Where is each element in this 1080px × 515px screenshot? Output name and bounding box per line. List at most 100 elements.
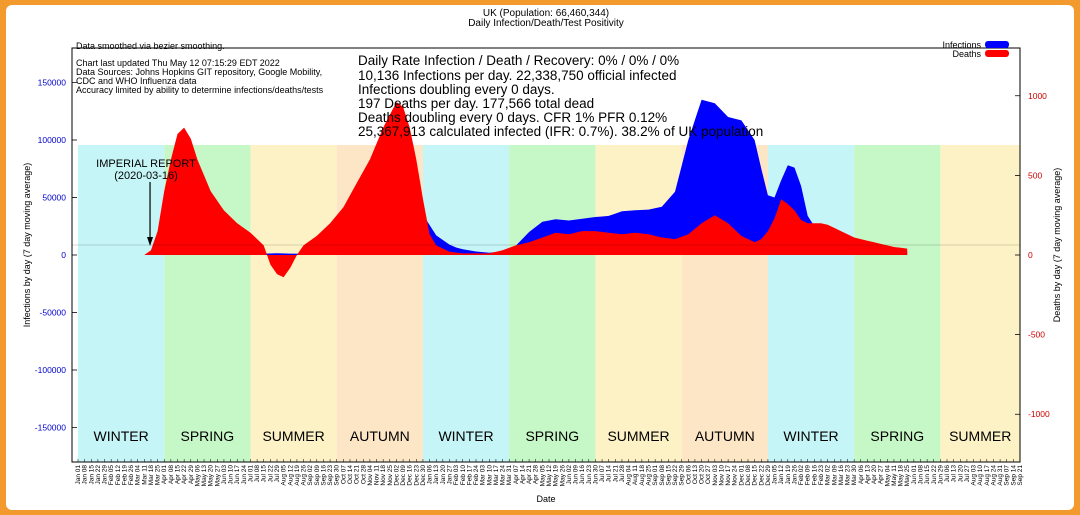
x-tick-label: Jan 15: [88, 465, 95, 485]
x-tick-label: Jul 22: [267, 465, 274, 483]
right-tick-label: -500: [1028, 330, 1045, 340]
x-tick-label: Aug 05: [281, 465, 288, 486]
imperial-report-annotation: IMPERIAL REPORT (2020-03-16): [96, 158, 196, 246]
note-line: Data smoothed via bezier smoothing.: [76, 41, 225, 51]
x-tick-label: Feb 05: [108, 465, 115, 486]
x-tick-label: Feb 12: [115, 465, 122, 486]
x-tick-label: Mar 31: [506, 465, 513, 486]
stat-line: 10,136 Infections per day. 22,338,750 of…: [358, 68, 676, 83]
season-label: WINTER: [94, 428, 149, 444]
x-tick-label: Apr 13: [864, 465, 871, 485]
x-tick-label: Apr 15: [175, 465, 182, 485]
season-label: SUMMER: [607, 428, 669, 444]
deaths-area: [144, 102, 908, 278]
left-tick-label: 100000: [38, 135, 67, 145]
season-label: SUMMER: [262, 428, 324, 444]
season-band: [509, 145, 596, 462]
season-label: WINTER: [783, 428, 838, 444]
x-tick-label: May 11: [891, 465, 898, 486]
x-tick-label: Apr 29: [188, 465, 195, 485]
x-tick-label: May 27: [214, 465, 221, 487]
season-label: SPRING: [870, 428, 924, 444]
x-tick-label: Jul 14: [606, 465, 613, 483]
x-tick-label: Dec 01: [738, 465, 745, 486]
x-tick-label: Aug 04: [626, 465, 633, 486]
x-tick-label: Jan 26: [792, 465, 799, 485]
x-tick-label: Jun 30: [592, 465, 599, 485]
left-tick-label: 0: [61, 250, 66, 260]
season-band: [78, 145, 165, 462]
x-tick-label: Apr 27: [878, 465, 885, 485]
x-tick-label: Aug 19: [294, 465, 301, 486]
x-tick-label: Jul 21: [612, 465, 619, 483]
stat-line: 197 Deaths per day. 177,566 total dead: [358, 96, 594, 111]
x-tick-label: Oct 28: [360, 465, 367, 485]
right-axis: -1000 -500 0 500 1000: [1015, 91, 1050, 419]
x-tick-label: Dec 08: [745, 465, 752, 486]
x-tick-label: Jun 24: [241, 465, 248, 485]
stat-line: Deaths doubling every 0 days. CFR 1% PFR…: [358, 110, 667, 125]
x-tick-label: Apr 14: [520, 465, 527, 485]
x-tick-label: Oct 13: [692, 465, 699, 485]
x-tick-label: May 25: [904, 465, 911, 487]
x-tick-label: Feb 26: [128, 465, 135, 486]
x-tick-label: Jun 09: [573, 465, 580, 485]
right-tick-label: 500: [1028, 170, 1042, 180]
x-tick-label: Dec 23: [413, 465, 420, 486]
x-tick-label: Nov 24: [732, 465, 739, 486]
x-tick-label: Aug 10: [977, 465, 984, 486]
note-line: Chart last updated Thu May 12 07:15:29 E…: [76, 58, 280, 68]
right-tick-label: 1000: [1028, 91, 1047, 101]
x-tick-label: Jan 20: [440, 465, 447, 485]
x-tick-label: Mar 24: [500, 465, 507, 486]
x-tick-label: Mar 23: [845, 465, 852, 486]
x-tick-label: Sep 29: [679, 465, 686, 486]
x-axis: Jan 01 Jan 08 Jan 15 Jan 22 Jan 29 Feb 05 Feb …: [75, 459, 1024, 486]
season-label: WINTER: [438, 428, 493, 444]
notes-block: Data smoothed via bezier smoothing. Char…: [76, 41, 324, 95]
x-tick-label: Feb 02: [798, 465, 805, 486]
x-tick-label: Mar 11: [141, 465, 148, 485]
x-tick-label: May 12: [546, 465, 553, 487]
x-tick-label: Dec 22: [758, 465, 765, 486]
x-tick-label: Feb 10: [460, 465, 467, 486]
season-label: AUTUMN: [350, 428, 410, 444]
x-tick-label: Sep 02: [307, 465, 314, 486]
legend: Infections Deaths: [942, 40, 1009, 59]
x-tick-label: Oct 06: [685, 465, 692, 485]
left-tick-label: -100000: [35, 365, 66, 375]
x-tick-label: Jan 05: [772, 465, 779, 485]
x-tick-label: Jun 15: [924, 465, 931, 485]
x-tick-label: Jun 16: [579, 465, 586, 485]
x-tick-label: Aug 12: [287, 465, 294, 486]
x-tick-label: May 18: [898, 465, 905, 487]
x-tick-label: Apr 22: [181, 465, 188, 485]
x-tick-label: Jun 17: [234, 465, 241, 485]
note-line: Accuracy limited by ability to determine…: [76, 85, 324, 95]
legend-label-infections: Infections: [942, 40, 981, 50]
x-tick-label: Jul 06: [944, 465, 951, 483]
x-tick-label: Jul 15: [261, 465, 268, 483]
season-band: [940, 145, 1020, 462]
x-tick-label: Sep 01: [652, 465, 659, 486]
legend-swatch-deaths: [985, 50, 1009, 57]
x-tick-label: Sep 14: [1010, 465, 1017, 486]
x-tick-label: Apr 20: [871, 465, 878, 485]
right-tick-label: -1000: [1028, 409, 1050, 419]
season-label: SUMMER: [949, 428, 1011, 444]
x-tick-label: Dec 15: [752, 465, 759, 486]
x-tick-label: Mar 16: [838, 465, 845, 486]
x-tick-label: Feb 03: [453, 465, 460, 486]
chart-frame: WINTER SPRING SUMMER AUTUMN WINTER SPRING SUMM…: [6, 5, 1074, 510]
season-band: [595, 145, 682, 462]
x-tick-label: Jul 29: [274, 465, 281, 483]
x-tick-label: May 19: [553, 465, 560, 487]
stat-line: Infections doubling every 0 days.: [358, 82, 555, 97]
x-tick-label: Feb 16: [811, 465, 818, 486]
x-tick-label: Apr 28: [533, 465, 540, 485]
x-tick-label: Sep 15: [665, 465, 672, 486]
x-tick-label: Apr 21: [526, 465, 533, 485]
left-tick-label: -150000: [35, 423, 66, 433]
season-band: [854, 145, 941, 462]
x-tick-label: Aug 31: [997, 465, 1004, 486]
